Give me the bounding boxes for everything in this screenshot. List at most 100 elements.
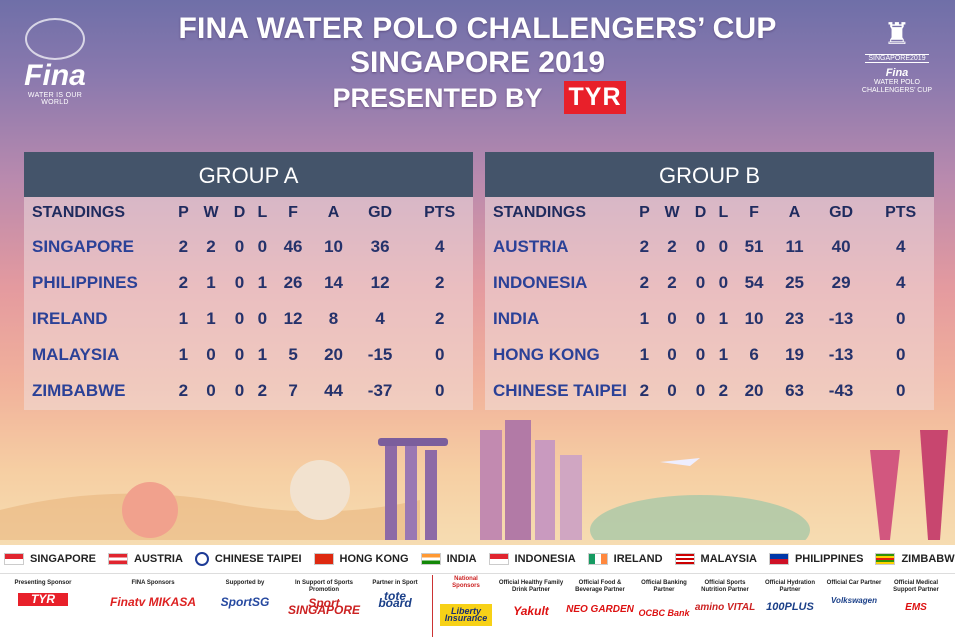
sponsors-strip: Presenting Sponsor TYR FINA Sponsors Finat… [0, 573, 955, 639]
merlion-icon: ♜ [883, 18, 911, 51]
sponsor-label: Presenting Sponsor [14, 580, 72, 586]
group-a-title: GROUP A [24, 152, 473, 197]
cell: 51 [744, 237, 764, 256]
col-header: GD [368, 204, 393, 221]
cell: 0 [234, 345, 245, 364]
cell: 2 [178, 381, 189, 400]
cell: 2 [718, 381, 729, 400]
header-row: STANDINGS P W D L F A GD PTS [485, 197, 934, 229]
sponsor: Official Hydration Partner 100PLUS [758, 580, 822, 613]
cell: 0 [667, 345, 677, 364]
flag-item: MALAYSIA [674, 553, 757, 565]
cell: 0 [667, 381, 677, 400]
col-header: D [694, 204, 707, 221]
flag-label: CHINESE TAIPEI [214, 553, 302, 565]
col-header: F [749, 204, 759, 221]
cell: 0 [718, 237, 729, 256]
flag-item: INDONESIA [488, 553, 576, 565]
table-row: PHILIPPINES 2 1 0 1 26 14 12 2 [24, 265, 473, 301]
flag-label: IRELAND [613, 553, 663, 565]
team-name: CHINESE TAIPEI [493, 381, 627, 400]
sponsor: In Support of Sports Promotion Sport SING… [283, 580, 365, 616]
cell: 5 [288, 345, 298, 364]
cell: 0 [234, 273, 245, 292]
cell: 0 [257, 309, 268, 328]
cell: 2 [434, 309, 445, 328]
sponsor: Official Medical Support Partner EMS [884, 580, 948, 613]
col-header: W [203, 204, 219, 221]
flag-item: IRELAND [587, 553, 663, 565]
cell: 19 [785, 345, 804, 364]
cell: 0 [695, 237, 706, 256]
flag-icon [313, 553, 334, 565]
col-header: A [788, 204, 801, 221]
water-polo-player-icon [122, 482, 178, 538]
presented-by: PRESENTED BY [332, 83, 543, 113]
sponsor-logo: OCBC Bank [638, 608, 690, 618]
col-header: STANDINGS [493, 204, 587, 221]
cell: 12 [370, 273, 390, 292]
flag-item: AUSTRIA [108, 553, 183, 565]
cell: 2 [434, 273, 445, 292]
cell: -13 [828, 345, 854, 364]
event-logo: ♜ SINGAPORE2019 Fina WATER POLO CHALLENG… [857, 18, 937, 113]
sponsor-logo: Volkswagen [831, 596, 877, 605]
cell: 8 [328, 309, 339, 328]
flag-label: INDIA [446, 553, 477, 565]
group-b-table: STANDINGS P W D L F A GD PTS AUSTRIA 2 2… [485, 197, 934, 409]
team-name: INDIA [493, 309, 540, 328]
col-header: D [233, 204, 246, 221]
event-logo-city: SINGAPORE2019 [865, 54, 929, 63]
table-row: ZIMBABWE 2 0 0 2 7 44 -37 0 [24, 373, 473, 409]
cell: 23 [785, 309, 804, 328]
supertree-icon [870, 450, 900, 540]
cell: 46 [283, 237, 303, 256]
team-name: ZIMBABWE [32, 381, 126, 400]
cell: 12 [283, 309, 303, 328]
cell: 2 [667, 273, 677, 292]
cell: 4 [895, 237, 906, 256]
cell: 2 [667, 237, 677, 256]
flag-icon [587, 553, 608, 565]
sponsor: Official Car Partner Volkswagen [826, 580, 882, 605]
group-b-panel: GROUP B STANDINGS P W D L F A GD PTS AUS… [485, 152, 934, 410]
flag-icon [108, 553, 129, 565]
cell: 1 [718, 309, 729, 328]
sponsor: Official Sports Nutrition Partner amino V… [694, 580, 756, 613]
group-a-table: STANDINGS P W D L F A GD PTS SINGAPORE 2… [24, 197, 473, 409]
table-row: INDONESIA 2 2 0 0 54 25 29 4 [485, 265, 934, 301]
flag-icon [768, 553, 789, 565]
flag-item: INDIA [420, 553, 477, 565]
event-title: FINA WATER POLO CHALLENGERS’ CUP [178, 12, 777, 45]
sponsor-label: Official Healthy Family Drink Partner [498, 580, 564, 593]
cell: 1 [639, 309, 650, 328]
cell: 2 [639, 381, 650, 400]
sponsor-label: Official Banking Partner [641, 580, 687, 593]
cell: 0 [695, 309, 706, 328]
cell: 0 [434, 345, 445, 364]
table-row: INDIA 1 0 0 1 10 23 -13 0 [485, 301, 934, 337]
table-row: AUSTRIA 2 2 0 0 51 11 40 4 [485, 229, 934, 265]
col-header: PTS [424, 204, 456, 221]
cell: 54 [744, 273, 764, 292]
fina-logo: Fina WATER IS OUR WORLD [14, 18, 96, 110]
sponsor-label: Partner in Sport [372, 580, 418, 586]
flag-label: MALAYSIA [700, 553, 757, 565]
sponsor-logo: 100PLUS [766, 601, 814, 613]
cell: 36 [370, 237, 390, 256]
singapore-skyline-illustration [0, 420, 948, 540]
sponsor-label: In Support of Sports Promotion [295, 580, 353, 593]
sponsor: Supported by SportSG [215, 580, 275, 609]
sponsor-logo: SportSG [220, 595, 270, 609]
flag-icon [194, 552, 209, 566]
event-subtitle: SINGAPORE 2019 [349, 46, 606, 79]
col-header: A [327, 204, 340, 221]
flag-item: CHINESE TAIPEI [194, 552, 302, 566]
team-name: PHILIPPINES [32, 273, 138, 292]
col-header: W [664, 204, 680, 221]
country-flag-bar: SINGAPORE AUSTRIA CHINESE TAIPEI HONG KO… [0, 545, 955, 573]
cell: 25 [785, 273, 804, 292]
cell: -13 [828, 309, 854, 328]
sponsor: Official Healthy Family Drink Partner Yak… [498, 580, 564, 617]
sponsor: Official Food & Beverage Partner NEO GARD… [566, 580, 634, 615]
